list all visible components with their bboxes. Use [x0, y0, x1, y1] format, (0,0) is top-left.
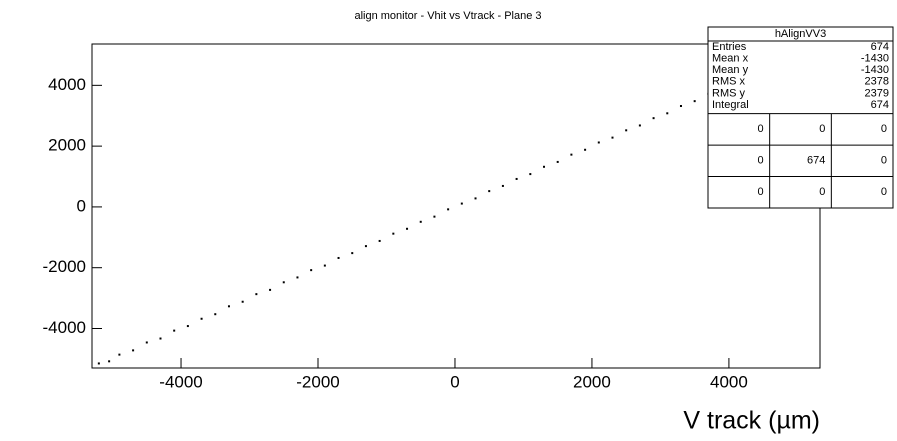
point	[186, 325, 189, 328]
point	[145, 341, 148, 344]
stats-cell: 0	[881, 186, 887, 198]
y-tick-label: -2000	[43, 257, 86, 276]
stats-cell: 0	[819, 123, 825, 135]
stats-name: Entries	[712, 41, 747, 53]
point	[597, 141, 600, 144]
point	[529, 173, 532, 176]
stats-name: Mean y	[712, 64, 749, 76]
stats-value: 2378	[865, 76, 889, 88]
point	[433, 215, 436, 218]
stats-cell: 0	[758, 123, 764, 135]
point	[584, 148, 587, 151]
point	[269, 288, 272, 291]
point	[556, 160, 559, 163]
y-tick-label: 4000	[48, 75, 86, 94]
point	[227, 305, 230, 308]
point	[118, 353, 121, 356]
point	[378, 239, 381, 242]
point	[255, 293, 258, 296]
chart-title: align monitor - Vhit vs Vtrack - Plane 3	[354, 10, 541, 22]
point	[625, 129, 628, 132]
point	[392, 232, 395, 235]
point	[351, 252, 354, 255]
x-tick-label: 0	[450, 372, 459, 391]
point	[611, 136, 614, 139]
stats-cell: 0	[881, 123, 887, 135]
x-tick-label: 4000	[710, 372, 748, 391]
point	[323, 264, 326, 267]
stats-value: 674	[871, 99, 889, 111]
point	[337, 256, 340, 259]
point	[460, 202, 463, 205]
point	[364, 245, 367, 248]
y-tick-label: -4000	[43, 318, 86, 337]
point	[282, 281, 285, 284]
point	[447, 208, 450, 211]
point	[652, 117, 655, 120]
point	[638, 124, 641, 127]
stats-cell: 0	[881, 155, 887, 167]
stats-cell: 0	[819, 186, 825, 198]
x-tick-label: -2000	[296, 372, 339, 391]
point	[310, 269, 313, 272]
stats-box	[707, 26, 894, 209]
stats-cell: 0	[758, 155, 764, 167]
point	[488, 190, 491, 193]
point	[241, 300, 244, 303]
point	[173, 329, 176, 332]
x-tick-label: 2000	[573, 372, 611, 391]
stats-title: hAlignVV3	[775, 28, 826, 40]
stats-name: RMS x	[712, 76, 746, 88]
point	[296, 276, 299, 279]
y-tick-label: 2000	[48, 136, 86, 155]
stats-name: Mean x	[712, 53, 749, 65]
point	[679, 105, 682, 108]
point	[108, 360, 111, 363]
point	[543, 165, 546, 168]
stats-cell: 674	[807, 155, 825, 167]
point	[132, 349, 135, 352]
point	[693, 100, 696, 103]
x-tick-label: -4000	[159, 372, 202, 391]
point	[570, 153, 573, 156]
stats-name: Integral	[712, 99, 749, 111]
x-axis-label: V track (µm)	[683, 407, 820, 435]
point	[214, 313, 217, 316]
stats-value: -1430	[861, 53, 889, 65]
stats-value: 674	[871, 41, 889, 53]
point	[666, 112, 669, 115]
point	[406, 227, 409, 230]
point	[159, 337, 162, 340]
stats-cell: 0	[758, 186, 764, 198]
point	[419, 220, 422, 223]
point	[501, 184, 504, 187]
point	[200, 317, 203, 320]
stats-value: -1430	[861, 64, 889, 76]
point	[97, 362, 100, 365]
point	[474, 197, 477, 200]
stats-value: 2379	[865, 87, 889, 99]
stats-name: RMS y	[712, 87, 746, 99]
y-tick-label: 0	[77, 196, 86, 215]
point	[515, 177, 518, 180]
